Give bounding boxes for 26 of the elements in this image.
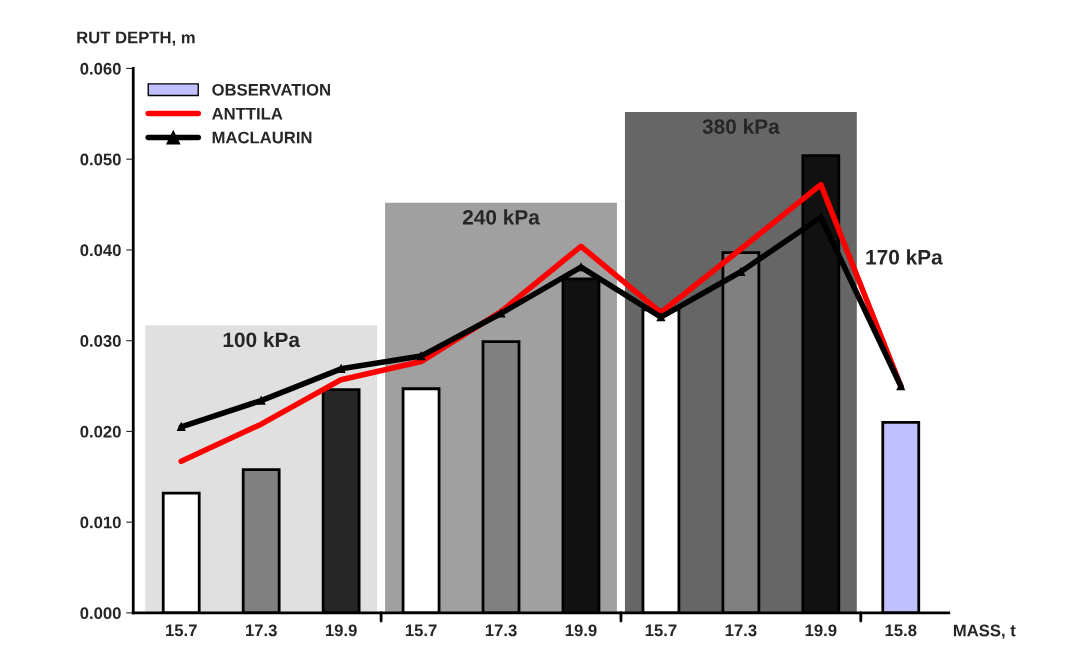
legend-label: OBSERVATION [212,83,330,96]
y-tick-label: 0.000 [80,607,121,620]
y-tick-label: 0.020 [80,425,121,438]
x-tick-label: 19.9 [805,624,837,637]
x-axis-title: MASS, t [953,624,1016,639]
annotation: 380 kPa [702,118,780,134]
x-tick-label: 15.7 [645,624,677,637]
y-tick-label: 0.050 [80,153,121,166]
y-tick-label: 0.030 [80,335,121,347]
x-tick-label: 17.3 [246,624,277,637]
x-tick-label: 17.3 [725,624,757,637]
x-tick-label: 19.9 [565,624,597,637]
x-tick-label: 15.8 [885,624,917,637]
y-tick-label: 0.060 [80,62,121,75]
annotation: 240 kPa [462,209,540,225]
legend-label: ANTTILA [212,107,283,120]
x-tick-label: 15.7 [405,624,437,637]
annotation: 170 kPa [866,249,943,265]
y-tick-label: 0.040 [80,244,121,257]
y-tick-label: 0.010 [80,516,121,529]
annotation: 100 kPa [223,331,301,348]
legend-label: MACLAURIN [212,131,312,144]
y-axis-title: RUT DEPTH, m [77,31,195,46]
x-tick-label: 19.9 [325,624,357,637]
x-tick-label: 17.3 [485,624,517,637]
x-tick-label: 15.7 [166,624,197,637]
